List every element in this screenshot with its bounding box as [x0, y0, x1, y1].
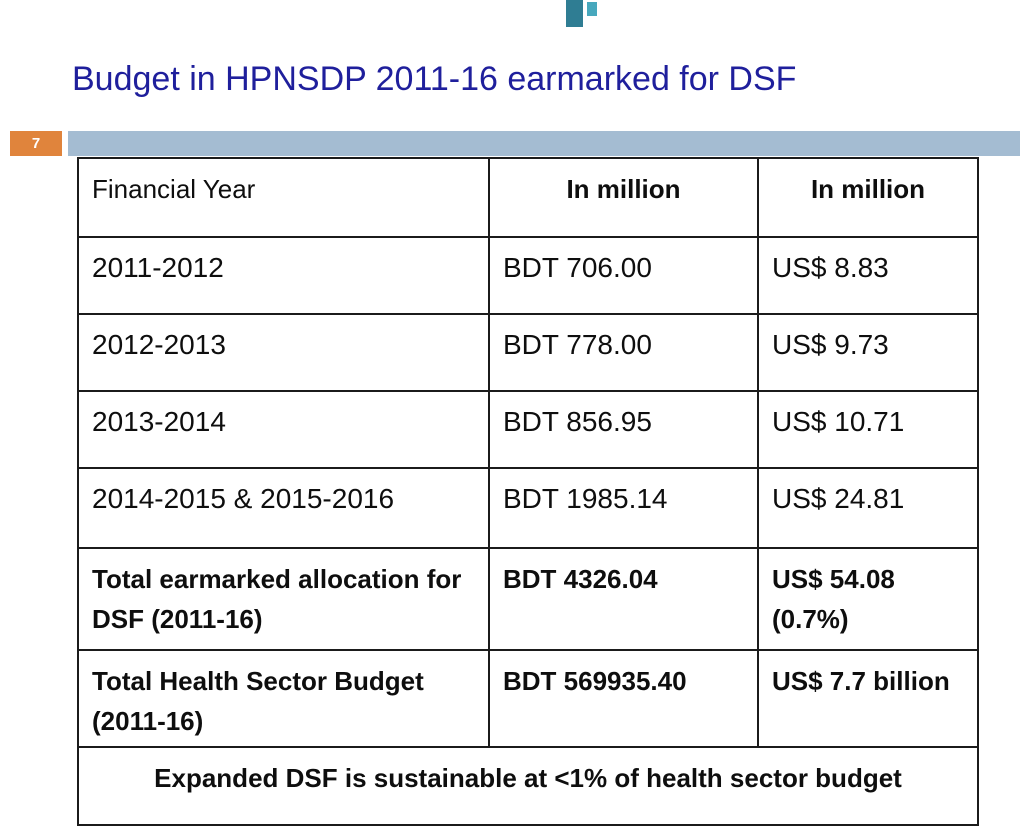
- cell-usd: US$ 9.73: [757, 313, 979, 392]
- table-row: 2011-2012 BDT 706.00 US$ 8.83: [77, 236, 979, 315]
- cell-usd: US$ 24.81: [757, 467, 979, 549]
- cell-bdt: BDT 569935.40: [488, 649, 759, 748]
- accent-square-icon: [566, 0, 583, 27]
- cell-usd: US$ 7.7 billion: [757, 649, 979, 748]
- cell-usd: US$ 10.71: [757, 390, 979, 469]
- cell-bdt: BDT 1985.14: [488, 467, 759, 549]
- page-title: Budget in HPNSDP 2011-16 earmarked for D…: [72, 60, 797, 98]
- cell-usd: US$ 8.83: [757, 236, 979, 315]
- slide-number-badge: 7: [10, 131, 62, 156]
- column-header-bdt: In million: [488, 157, 759, 238]
- cell-bdt: BDT 856.95: [488, 390, 759, 469]
- table-row: 2014-2015 & 2015-2016 BDT 1985.14 US$ 24…: [77, 467, 979, 549]
- cell-year: 2014-2015 & 2015-2016: [77, 467, 490, 549]
- cell-year: 2011-2012: [77, 236, 490, 315]
- accent-square-small-icon: [587, 2, 597, 16]
- table-row-total-earmarked: Total earmarked allocation for DSF (2011…: [77, 547, 979, 651]
- budget-table: Financial Year In million In million 201…: [77, 157, 979, 826]
- cell-usd: US$ 54.08 (0.7%): [757, 547, 979, 651]
- table-footer-row: Expanded DSF is sustainable at <1% of he…: [77, 746, 979, 826]
- column-header-usd: In million: [757, 157, 979, 238]
- table-row-total-health-budget: Total Health Sector Budget (2011-16) BDT…: [77, 649, 979, 748]
- cell-label: Total Health Sector Budget (2011-16): [77, 649, 490, 748]
- table-header-row: Financial Year In million In million: [77, 157, 979, 238]
- footer-note: Expanded DSF is sustainable at <1% of he…: [77, 746, 979, 826]
- table-row: 2012-2013 BDT 778.00 US$ 9.73: [77, 313, 979, 392]
- cell-year: 2013-2014: [77, 390, 490, 469]
- cell-label: Total earmarked allocation for DSF (2011…: [77, 547, 490, 651]
- cell-bdt: BDT 4326.04: [488, 547, 759, 651]
- cell-bdt: BDT 706.00: [488, 236, 759, 315]
- cell-year: 2012-2013: [77, 313, 490, 392]
- header-band: [68, 131, 1020, 156]
- cell-bdt: BDT 778.00: [488, 313, 759, 392]
- column-header-financial-year: Financial Year: [77, 157, 490, 238]
- table-row: 2013-2014 BDT 856.95 US$ 10.71: [77, 390, 979, 469]
